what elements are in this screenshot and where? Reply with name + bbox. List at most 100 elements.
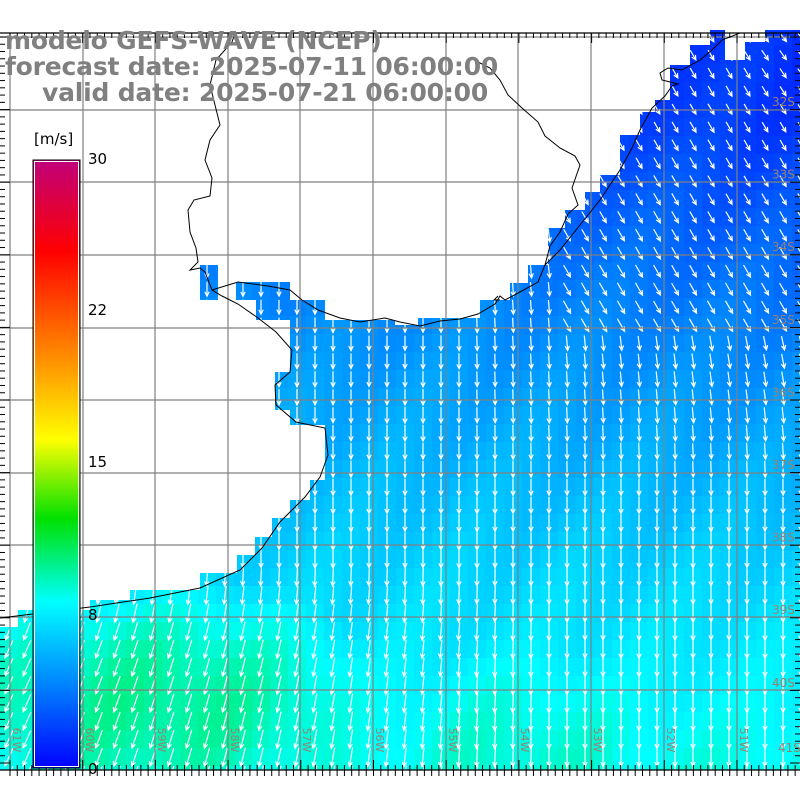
wind-arrow (348, 246, 354, 262)
speed-cell (360, 244, 378, 262)
wind-arrow (257, 657, 264, 678)
speed-cell (792, 550, 800, 568)
wind-arrow (599, 228, 607, 242)
wind-arrow (94, 621, 103, 642)
wind-arrow (114, 156, 120, 171)
wind-arrow (294, 281, 300, 298)
speed-cell (792, 658, 800, 676)
speed-cell (792, 622, 800, 640)
speed-cell (144, 226, 162, 244)
speed-cell (216, 190, 234, 208)
wind-arrow (780, 514, 786, 533)
speed-cell (162, 316, 180, 334)
wind-arrow (384, 299, 390, 316)
lon-label-54W: 54W (518, 728, 531, 753)
wind-arrow (744, 407, 751, 424)
speed-cell (342, 118, 360, 136)
wind-arrow (654, 550, 660, 569)
wind-arrow (636, 568, 642, 588)
speed-cell (252, 190, 270, 208)
wind-arrow (635, 139, 643, 152)
speed-cell (558, 46, 576, 64)
wind-arrow (366, 335, 372, 352)
lat-label-41S: 41S (778, 741, 800, 755)
wind-arrow (24, 245, 30, 262)
wind-arrow (492, 174, 498, 189)
speed-cell (792, 244, 800, 262)
wind-arrow (492, 568, 498, 587)
speed-cell (216, 136, 234, 154)
wind-arrow (329, 765, 336, 770)
wind-arrow (635, 193, 643, 206)
speed-cell (198, 172, 216, 190)
speed-cell (180, 514, 198, 532)
wind-arrow (186, 550, 192, 570)
wind-arrow (420, 138, 426, 153)
wind-arrow (168, 174, 174, 190)
speed-cell (90, 388, 108, 406)
wind-arrow (384, 424, 390, 443)
wind-arrow (474, 586, 480, 606)
wind-arrow (510, 514, 516, 533)
wind-arrow (312, 192, 318, 208)
wind-arrow (636, 424, 642, 443)
wind-arrow (204, 478, 210, 497)
wind-arrow (276, 192, 282, 208)
wind-arrow (114, 228, 120, 244)
wind-arrow (275, 729, 282, 750)
speed-cell (432, 172, 450, 190)
wind-arrow (402, 406, 408, 425)
wind-arrow (329, 657, 336, 678)
wind-arrow (707, 103, 715, 116)
wind-arrow (707, 139, 715, 152)
speed-cell (216, 424, 234, 442)
wind-arrow (510, 639, 516, 660)
speed-cell (630, 82, 648, 100)
wind-arrow (294, 478, 300, 497)
wind-arrow (294, 317, 300, 334)
wind-arrow (402, 245, 408, 262)
wind-arrow (419, 603, 426, 624)
wind-arrow (762, 389, 769, 406)
speed-cell (0, 766, 18, 770)
speed-cell (522, 136, 540, 154)
speed-cell (108, 262, 126, 280)
wind-arrow (564, 568, 570, 588)
speed-cell (468, 154, 486, 172)
wind-arrow (365, 711, 372, 732)
wind-arrow (510, 245, 516, 262)
speed-cell (396, 766, 414, 770)
wind-arrow (474, 425, 480, 443)
wind-arrow (168, 442, 174, 461)
wind-arrow (654, 442, 660, 461)
wind-arrow (600, 604, 606, 624)
wind-arrow (474, 228, 480, 244)
wind-arrow (725, 193, 733, 206)
wind-arrow (744, 532, 750, 551)
speed-cell (414, 190, 432, 208)
wind-arrow (276, 335, 282, 352)
wind-arrow (779, 50, 788, 61)
wind-arrow (167, 603, 174, 624)
wind-arrow (546, 67, 552, 81)
wind-arrow (384, 371, 390, 388)
wind-arrow (672, 443, 678, 461)
wind-arrow (276, 299, 282, 316)
wind-arrow (725, 175, 733, 188)
wind-arrow (563, 264, 572, 279)
speed-cell (342, 208, 360, 226)
speed-cell (180, 460, 198, 478)
speed-cell (522, 154, 540, 172)
speed-cell (270, 136, 288, 154)
wind-arrow (257, 621, 264, 642)
wind-arrow (600, 532, 606, 552)
wind-arrow (474, 371, 480, 388)
wind-arrow (348, 120, 354, 135)
wind-arrow (725, 211, 733, 224)
lon-label-51W: 51W (737, 728, 750, 753)
wind-arrow (474, 622, 480, 642)
speed-cell (522, 118, 540, 136)
wind-arrow (311, 693, 318, 714)
wind-arrow (204, 299, 210, 316)
